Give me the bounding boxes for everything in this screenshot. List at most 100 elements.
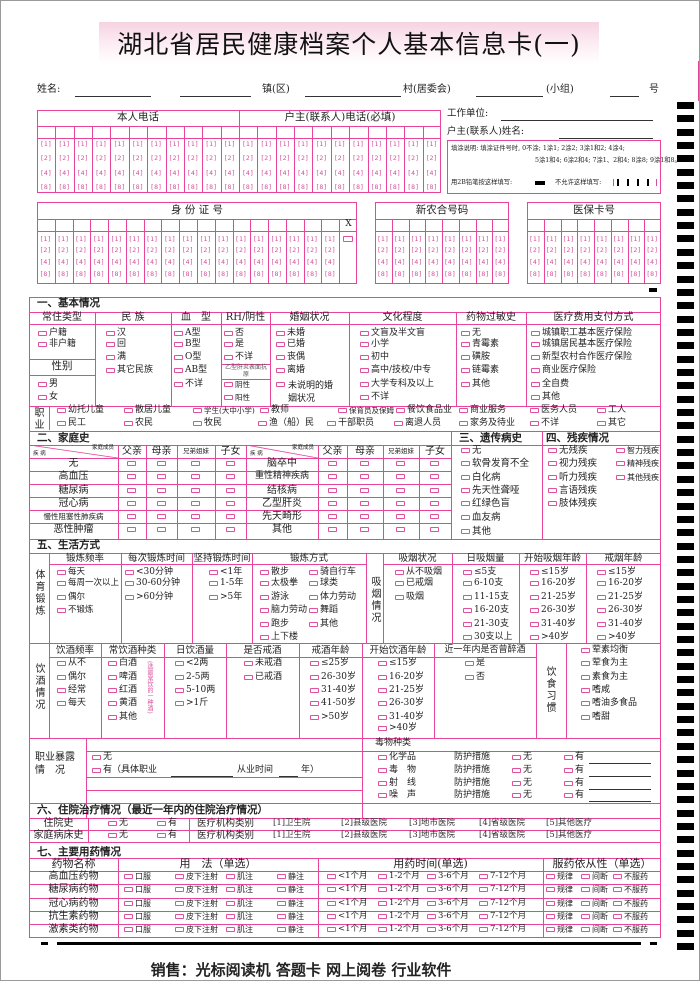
duration-option-checkbox[interactable] [479, 927, 488, 932]
phone-digit-bubble[interactable]: [2] [333, 154, 346, 162]
facility-option[interactable]: [5]其他医疗 [546, 818, 593, 829]
nrcms-digit-bubble[interactable]: [2] [393, 246, 406, 254]
alcohol-type-option-checkbox[interactable] [108, 701, 117, 706]
phone-digit-bubble[interactable]: [4] [40, 169, 52, 177]
phone-digit-bubble[interactable]: [2] [95, 154, 107, 162]
phone-digit-bubble[interactable]: [8] [333, 183, 346, 191]
phone-digit-bubble[interactable]: [1] [58, 140, 71, 148]
duration-option-checkbox[interactable] [378, 901, 387, 906]
id-digit-bubble[interactable]: [1] [146, 235, 158, 243]
occupation-option-checkbox[interactable] [57, 421, 66, 426]
compliance-option-checkbox[interactable] [546, 914, 555, 919]
family-history-checkbox[interactable] [360, 527, 369, 532]
phone-digit-bubble[interactable]: [2] [315, 154, 328, 162]
usage-option-checkbox[interactable] [277, 914, 286, 919]
id-digit-bubble[interactable]: [1] [57, 235, 70, 243]
disability-option-checkbox[interactable] [616, 448, 625, 453]
phone-digit-bubble[interactable]: [8] [186, 183, 199, 191]
id-digit-bubble[interactable]: [4] [163, 258, 176, 266]
duration-option-checkbox[interactable] [479, 901, 488, 906]
allergy-option-checkbox[interactable] [461, 342, 470, 347]
id-digit-bubble[interactable]: [4] [235, 258, 247, 266]
duration-option-checkbox[interactable] [378, 914, 387, 919]
phone-digit-bubble[interactable]: [4] [150, 169, 162, 177]
phone-digit-bubble[interactable]: [8] [76, 183, 89, 191]
diet-option-checkbox[interactable] [581, 701, 590, 706]
blood-type-option-checkbox[interactable] [174, 342, 183, 347]
nrcms-digit-bubble[interactable]: [8] [427, 270, 439, 278]
id-digit-bubble[interactable]: [4] [146, 258, 158, 266]
genetic-disease-option-checkbox[interactable] [461, 529, 470, 534]
family-history-checkbox[interactable] [360, 474, 369, 479]
blood-type-option-checkbox[interactable] [174, 331, 183, 336]
family-history-checkbox[interactable] [360, 501, 369, 506]
payment-option-checkbox[interactable] [531, 368, 540, 373]
family-history-checkbox[interactable] [225, 488, 235, 493]
id-digit-bubble[interactable]: [4] [270, 258, 283, 266]
phone-digit-bubble[interactable]: [1] [370, 140, 383, 148]
phone-digit-bubble[interactable]: [8] [205, 183, 218, 191]
compliance-option-checkbox[interactable] [581, 914, 590, 919]
medical-card-digit-bubble[interactable]: [4] [596, 258, 608, 266]
genetic-disease-option-checkbox[interactable] [461, 448, 470, 453]
education-option-checkbox[interactable] [360, 395, 369, 400]
phone-digit-bubble[interactable]: [2] [352, 154, 364, 162]
phone-digit-bubble[interactable]: [1] [150, 140, 162, 148]
disability-option-checkbox[interactable] [548, 475, 557, 480]
family-history-checkbox[interactable] [225, 527, 235, 532]
facility-option[interactable]: [3]地市医院 [409, 830, 456, 841]
id-digit-bubble[interactable]: [2] [306, 246, 318, 254]
occupation-detail-field[interactable] [171, 776, 233, 777]
facility-option[interactable]: [4]省级医院 [479, 830, 526, 841]
family-history-checkbox[interactable] [360, 461, 369, 466]
nrcms-digit-bubble[interactable]: [4] [410, 258, 423, 266]
family-history-checkbox[interactable] [156, 514, 166, 519]
duration-option-checkbox[interactable] [479, 914, 488, 919]
phone-digit-bubble[interactable]: [2] [425, 154, 438, 162]
phone-digit-bubble[interactable]: [1] [315, 140, 328, 148]
duration-option-checkbox[interactable] [378, 874, 387, 879]
id-digit-bubble[interactable]: [2] [92, 246, 105, 254]
phone-digit-bubble[interactable]: [2] [260, 154, 273, 162]
nrcms-digit-bubble[interactable]: [2] [477, 246, 490, 254]
id-digit-bubble[interactable]: [2] [75, 246, 87, 254]
facility-option[interactable]: [2]县级医院 [341, 818, 388, 829]
residence-option-checkbox[interactable] [38, 331, 47, 336]
payment-option-checkbox[interactable] [531, 342, 540, 347]
phone-digit-bubble[interactable]: [1] [425, 140, 438, 148]
disability-option-checkbox[interactable] [548, 501, 557, 506]
usage-option-checkbox[interactable] [226, 887, 235, 892]
phone-digit-bubble[interactable]: [1] [76, 140, 89, 148]
usage-option-checkbox[interactable] [175, 874, 184, 879]
family-history-checkbox[interactable] [430, 514, 439, 519]
phone-digit-bubble[interactable]: [2] [297, 154, 309, 162]
occupation-option-checkbox[interactable] [530, 408, 539, 413]
phone-digit-bubble[interactable]: [8] [388, 183, 401, 191]
toxin-option-checkbox[interactable] [378, 793, 387, 798]
smoking-quit-age-option-checkbox[interactable] [597, 595, 606, 600]
family-history-checkbox[interactable] [156, 474, 166, 479]
phone-digit-bubble[interactable]: [1] [113, 140, 126, 148]
family-history-checkbox[interactable] [430, 461, 439, 466]
occupation-option-checkbox[interactable] [260, 408, 269, 413]
nrcms-digit-bubble[interactable]: [8] [410, 270, 423, 278]
phone-digit-bubble[interactable]: [4] [425, 169, 438, 177]
nrcms-digit-bubble[interactable]: [1] [460, 235, 473, 243]
payment-option-checkbox[interactable] [531, 382, 540, 387]
medical-card-digit-bubble[interactable]: [2] [629, 246, 642, 254]
family-history-checkbox[interactable] [127, 474, 136, 479]
duration-option-checkbox[interactable] [427, 914, 436, 919]
nrcms-digit-bubble[interactable]: [4] [460, 258, 473, 266]
phone-digit-bubble[interactable]: [4] [168, 169, 181, 177]
drinking-frequency-option-checkbox[interactable] [57, 675, 66, 680]
id-digit-bubble[interactable]: [8] [128, 270, 141, 278]
id-digit-bubble[interactable]: [2] [217, 246, 230, 254]
protection-detail-field[interactable] [589, 776, 651, 777]
occupation-option-checkbox[interactable] [327, 421, 336, 426]
family-history-checkbox[interactable] [225, 514, 235, 519]
exercise-type-option-checkbox[interactable] [309, 608, 318, 613]
nrcms-digit-bubble[interactable]: [2] [427, 246, 439, 254]
phone-digit-bubble[interactable]: [1] [95, 140, 107, 148]
id-digit-bubble[interactable]: [8] [75, 270, 87, 278]
nrcms-digit-bubble[interactable]: [4] [427, 258, 439, 266]
